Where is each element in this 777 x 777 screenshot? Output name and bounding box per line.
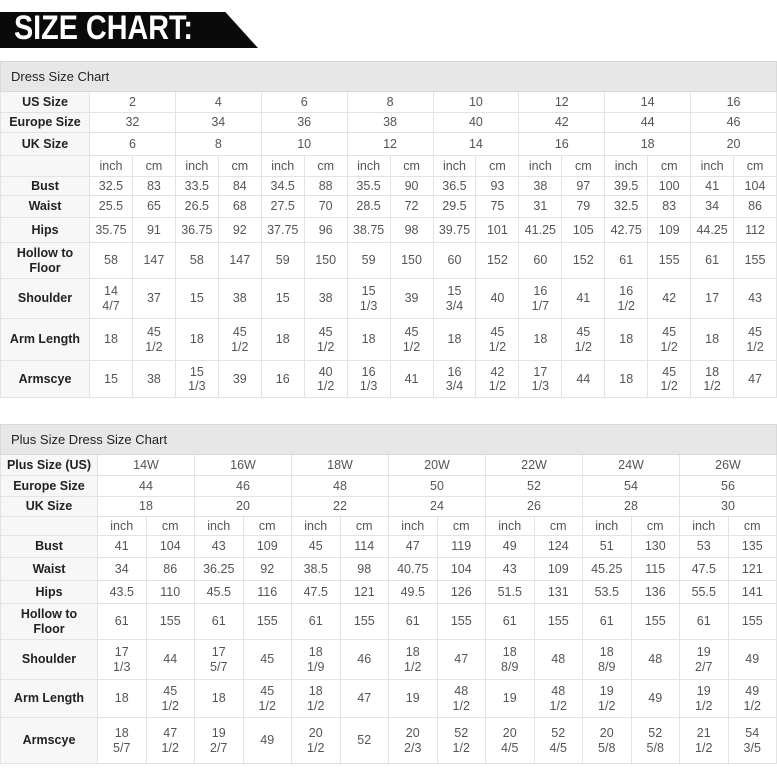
svg-text:SIZE CHART:: SIZE CHART: — [14, 12, 193, 47]
